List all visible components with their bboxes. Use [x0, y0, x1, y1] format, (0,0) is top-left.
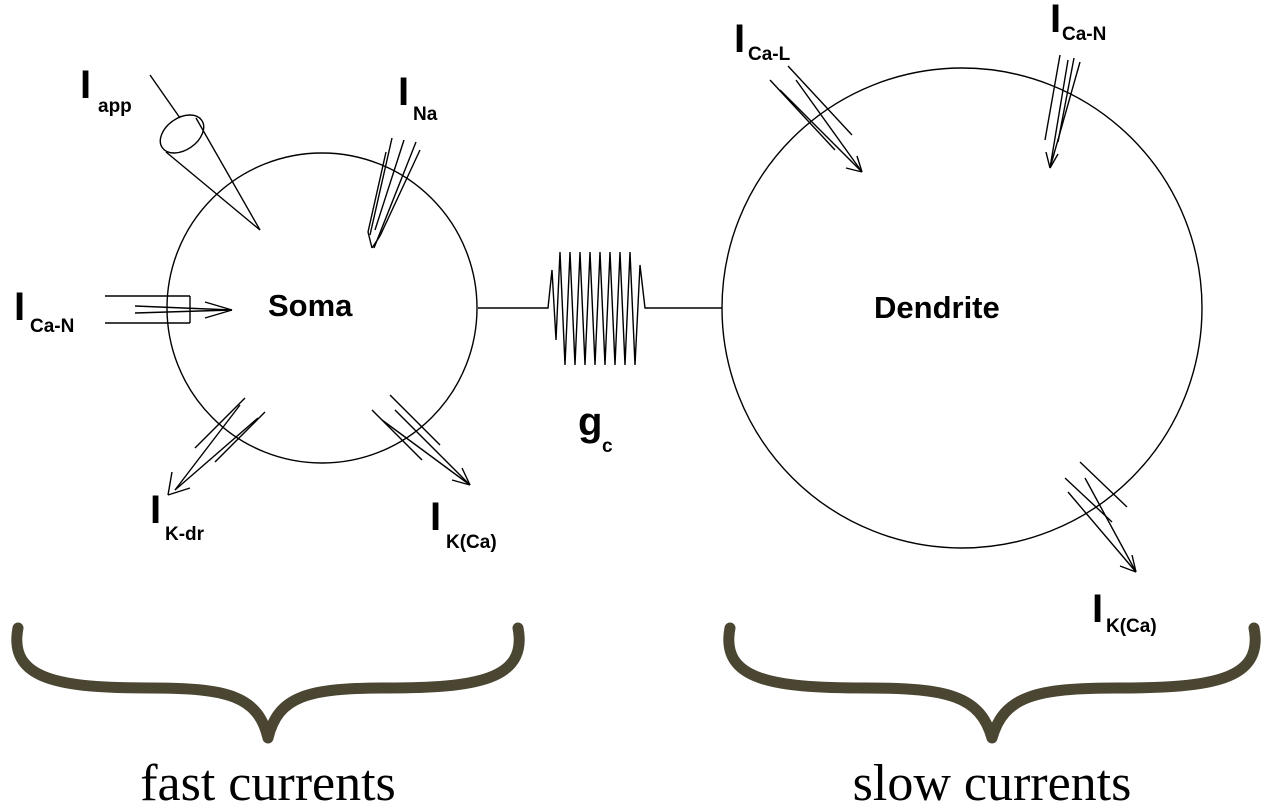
current-label-ca-l: I Ca-L: [734, 17, 791, 65]
arrow-dendrite-ca-n-icon: [1044, 54, 1081, 169]
current-label-soma-k-ca: I K(Ca): [430, 495, 497, 553]
arrow-soma-ca-n-icon: [105, 295, 233, 324]
current-label-app: I app: [80, 63, 132, 117]
svg-text:Ca-N: Ca-N: [1062, 24, 1106, 45]
svg-text:I: I: [430, 495, 441, 539]
arrow-k-dr-icon: [167, 397, 266, 496]
svg-text:I: I: [80, 63, 91, 107]
svg-text:I: I: [150, 488, 161, 532]
svg-text:I: I: [734, 17, 745, 61]
electrode-icon: [149, 74, 261, 231]
arrow-dendrite-k-ca-icon: [1064, 461, 1137, 573]
dendrite-label: Dendrite: [874, 290, 1000, 325]
svg-text:K(Ca): K(Ca): [1106, 616, 1157, 637]
current-label-k-dr: I K-dr: [150, 488, 205, 545]
coupling-resistor: [478, 251, 722, 366]
coupling-label: g c: [578, 400, 613, 457]
current-label-dendrite-k-ca: I K(Ca): [1092, 587, 1157, 637]
svg-text:Ca-L: Ca-L: [748, 44, 791, 65]
svg-text:I: I: [1092, 587, 1103, 631]
arrow-soma-k-ca-icon: [371, 394, 471, 486]
svg-text:I: I: [14, 285, 25, 329]
svg-text:c: c: [602, 436, 613, 457]
fast-currents-label: fast currents: [140, 755, 396, 810]
arrow-na-icon: [367, 137, 421, 249]
svg-text:g: g: [578, 400, 602, 444]
fast-brace: [11, 622, 525, 744]
arrow-ca-l-icon: [769, 65, 863, 173]
svg-text:Na: Na: [413, 104, 438, 125]
soma-label: Soma: [268, 288, 353, 323]
slow-brace: [723, 622, 1261, 744]
current-label-dendrite-ca-n: I Ca-N: [1050, 0, 1106, 45]
svg-text:Ca-N: Ca-N: [30, 316, 74, 337]
current-label-soma-ca-n: I Ca-N: [14, 285, 74, 337]
svg-text:K-dr: K-dr: [165, 524, 205, 545]
slow-currents-label: slow currents: [853, 755, 1132, 810]
current-label-na: I Na: [398, 70, 438, 125]
svg-text:K(Ca): K(Ca): [446, 532, 497, 553]
svg-text:I: I: [1050, 0, 1061, 41]
svg-text:I: I: [398, 70, 409, 114]
svg-text:app: app: [98, 96, 132, 117]
